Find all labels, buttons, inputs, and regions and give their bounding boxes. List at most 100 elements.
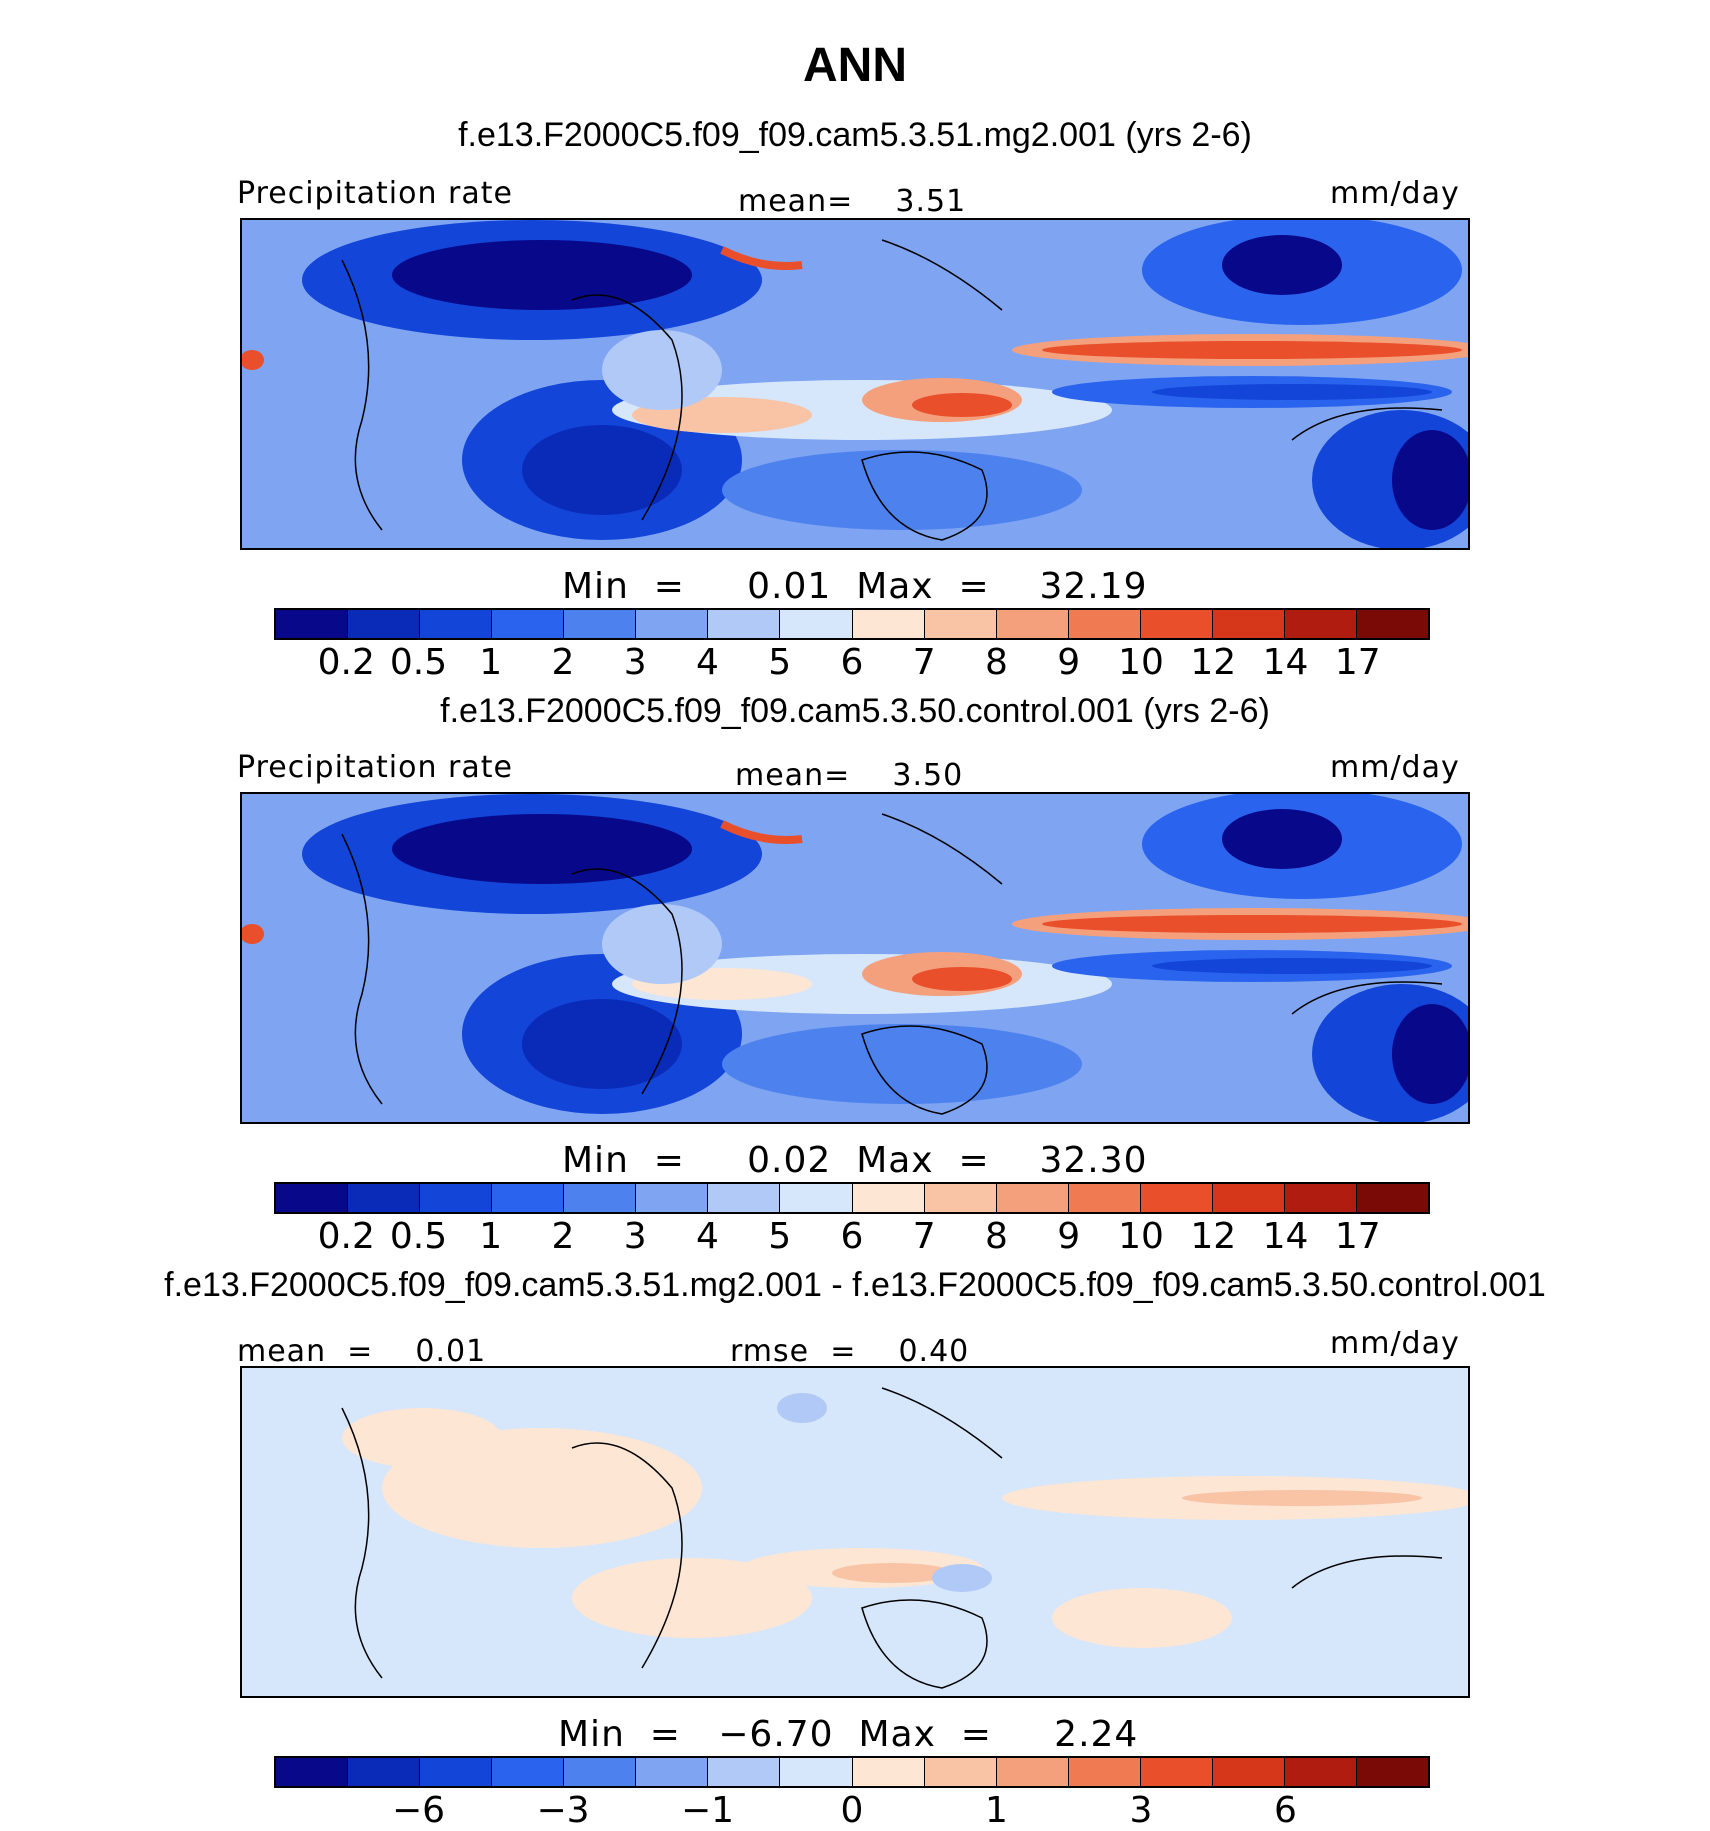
- colorbar-tick-label: 0.5: [389, 642, 448, 683]
- colorbar-swatch: [348, 610, 421, 638]
- colorbar-tick-label: 0.5: [389, 1216, 448, 1257]
- colorbar-swatch: [852, 1758, 925, 1786]
- colorbar-swatch: [708, 610, 781, 638]
- colorbar-swatch: [1284, 1184, 1357, 1212]
- panel1-precip-map: [240, 218, 1470, 550]
- panel3-case-title: f.e13.F2000C5.f09_f09.cam5.3.51.mg2.001 …: [164, 1266, 1546, 1304]
- colorbar-tick-label: 7: [912, 1216, 936, 1257]
- colorbar-tick-label: 2: [551, 642, 575, 683]
- colorbar-swatch: [1068, 1758, 1141, 1786]
- panel3-mean-label: mean = 0.01: [237, 1334, 487, 1369]
- panel3-colorbar-ticks: −6 −3 −1 0 1 3 6: [274, 1788, 1430, 1831]
- panel1-colorbar: [274, 608, 1430, 640]
- colorbar-swatch: [636, 610, 709, 638]
- colorbar-tick-label: 9: [1057, 642, 1081, 683]
- colorbar-swatch: [708, 1758, 781, 1786]
- colorbar-tick-label: 9: [1057, 1216, 1081, 1257]
- colorbar-tick-label: 12: [1190, 1216, 1237, 1257]
- colorbar-swatch: [852, 1184, 925, 1212]
- panel1-colorbar-ticks: 0.2 0.5 1 2 3 4 5 6 7 8 9 10 12 14 17: [274, 640, 1430, 686]
- colorbar-tick-label: 6: [840, 642, 864, 683]
- colorbar-swatch: [996, 610, 1069, 638]
- panel2-minmax: Min = 0.02 Max = 32.30: [562, 1140, 1148, 1181]
- colorbar-swatch: [1284, 1758, 1357, 1786]
- colorbar-swatch: [852, 610, 925, 638]
- colorbar-tick-label: 6: [1274, 1790, 1297, 1831]
- colorbar-swatch: [924, 610, 997, 638]
- colorbar-swatch: [636, 1184, 709, 1212]
- panel1-units-label: mm/day: [1330, 176, 1460, 211]
- colorbar-tick-label: −1: [680, 1790, 735, 1831]
- colorbar-swatch: [492, 610, 565, 638]
- colorbar-swatch: [924, 1184, 997, 1212]
- colorbar-tick-label: 3: [1129, 1790, 1153, 1831]
- colorbar-tick-label: 3: [623, 1216, 647, 1257]
- colorbar-swatch: [1068, 610, 1141, 638]
- colorbar-swatch: [564, 610, 637, 638]
- colorbar-tick-label: 6: [840, 1216, 864, 1257]
- colorbar-tick-label: 2: [551, 1216, 575, 1257]
- panel3-rmse-label: rmse = 0.40: [730, 1334, 970, 1369]
- colorbar-tick-label: 3: [623, 642, 647, 683]
- panel2-case-title: f.e13.F2000C5.f09_f09.cam5.3.50.control.…: [440, 692, 1270, 730]
- colorbar-swatch: [348, 1758, 421, 1786]
- figure-title: ANN: [803, 39, 907, 92]
- colorbar-tick-label: 12: [1190, 642, 1237, 683]
- panel3-colorbar: [274, 1756, 1430, 1788]
- colorbar-swatch: [1284, 610, 1357, 638]
- panel2-colorbar-ticks: 0.2 0.5 1 2 3 4 5 6 7 8 9 10 12 14 17: [274, 1214, 1430, 1260]
- colorbar-swatch: [420, 1758, 493, 1786]
- panel1-minmax: Min = 0.01 Max = 32.19: [562, 566, 1148, 607]
- colorbar-swatch: [996, 1184, 1069, 1212]
- colorbar-tick-label: −3: [536, 1790, 590, 1831]
- colorbar-swatch: [996, 1758, 1069, 1786]
- colorbar-swatch: [420, 1184, 493, 1212]
- colorbar-swatch: [1140, 610, 1213, 638]
- panel1-case-title: f.e13.F2000C5.f09_f09.cam5.3.51.mg2.001 …: [458, 116, 1252, 154]
- colorbar-swatch: [1068, 1184, 1141, 1212]
- colorbar-swatch: [348, 1184, 421, 1212]
- colorbar-tick-label: 8: [985, 1216, 1008, 1257]
- colorbar-swatch: [564, 1184, 637, 1212]
- colorbar-tick-label: 10: [1118, 1216, 1164, 1257]
- colorbar-tick-label: −6: [391, 1790, 446, 1831]
- colorbar-tick-label: 5: [768, 642, 792, 683]
- colorbar-swatch: [1356, 610, 1428, 638]
- colorbar-swatch: [636, 1758, 709, 1786]
- colorbar-tick-label: 5: [768, 1216, 792, 1257]
- colorbar-swatch: [564, 1758, 637, 1786]
- colorbar-tick-label: 0: [840, 1790, 864, 1831]
- colorbar-swatch: [1356, 1184, 1428, 1212]
- colorbar-swatch: [1212, 1184, 1285, 1212]
- colorbar-swatch: [780, 1758, 853, 1786]
- colorbar-swatch: [276, 1758, 349, 1786]
- colorbar-tick-label: 17: [1334, 642, 1381, 683]
- panel3-difference-map: [240, 1366, 1470, 1698]
- colorbar-tick-label: 1: [985, 1790, 1008, 1831]
- colorbar-tick-label: 0.2: [317, 642, 375, 683]
- colorbar-tick-label: 14: [1262, 1216, 1309, 1257]
- colorbar-swatch: [1140, 1758, 1213, 1786]
- panel3-minmax: Min = −6.70 Max = 2.24: [558, 1714, 1139, 1755]
- colorbar-swatch: [924, 1758, 997, 1786]
- colorbar-swatch: [492, 1758, 565, 1786]
- panel2-precip-map: [240, 792, 1470, 1124]
- panel2-units-label: mm/day: [1330, 750, 1460, 785]
- colorbar-tick-label: 4: [696, 1216, 719, 1257]
- colorbar-swatch: [1212, 1758, 1285, 1786]
- colorbar-swatch: [276, 610, 349, 638]
- colorbar-tick-label: 10: [1118, 642, 1164, 683]
- colorbar-swatch: [276, 1184, 349, 1212]
- colorbar-tick-label: 4: [696, 642, 719, 683]
- panel2-mean-label: mean= 3.50: [735, 758, 964, 793]
- panel2-colorbar: [274, 1182, 1430, 1214]
- colorbar-tick-label: 0.2: [317, 1216, 375, 1257]
- colorbar-swatch: [1356, 1758, 1428, 1786]
- colorbar-tick-label: 14: [1262, 642, 1309, 683]
- colorbar-swatch: [1140, 1184, 1213, 1212]
- colorbar-tick-label: 17: [1334, 1216, 1381, 1257]
- colorbar-tick-label: 1: [479, 1216, 503, 1257]
- colorbar-swatch: [780, 1184, 853, 1212]
- colorbar-swatch: [708, 1184, 781, 1212]
- panel3-units-label: mm/day: [1330, 1326, 1460, 1361]
